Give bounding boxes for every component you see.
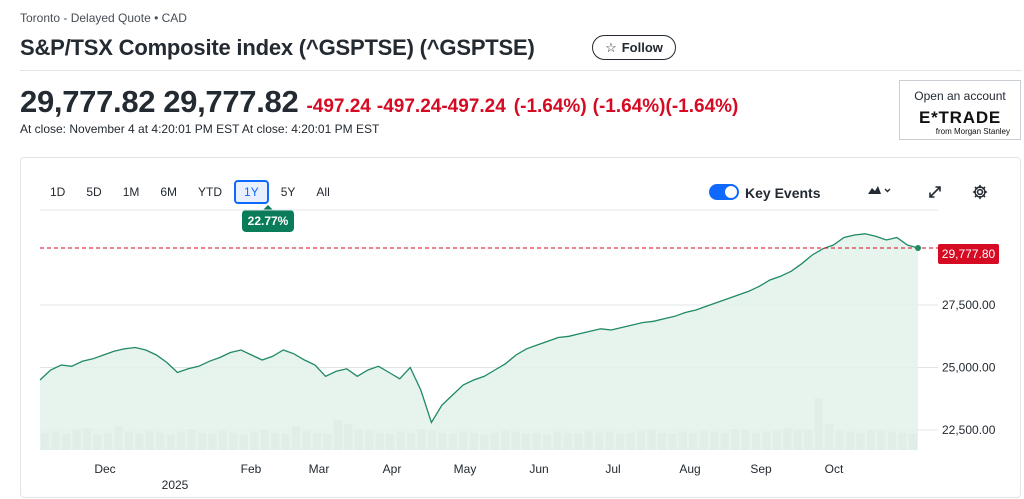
gear-icon[interactable]: [972, 184, 988, 200]
x-tick-label: Jun: [529, 462, 548, 476]
range-change-badge: 22.77%: [242, 205, 294, 232]
etrade-ad[interactable]: Open an account E*TRADE from Morgan Stan…: [899, 80, 1021, 140]
key-events-label: Key Events: [745, 185, 821, 201]
header-divider: [20, 70, 1022, 71]
range-5d[interactable]: 5D: [86, 185, 102, 199]
change-percent-repeat-2: (-1.64%): [665, 96, 739, 117]
ad-sub: from Morgan Stanley: [935, 127, 1010, 136]
key-events-toggle[interactable]: [709, 184, 739, 200]
page-title: S&P/TSX Composite index (^GSPTSE) (^GSPT…: [20, 35, 535, 60]
y-tick-label: 27,500.00: [942, 298, 996, 312]
change-value-repeat: -497.24: [376, 96, 442, 117]
range-all[interactable]: All: [316, 185, 330, 199]
chart-card: 1D 5D 1M 6M YTD 1Y 5Y All 22.77% Key Events 22,…: [20, 157, 1021, 498]
change-value: -497.24: [306, 96, 371, 117]
x-tick-label: Mar: [309, 462, 330, 476]
x-tick-label: Apr: [383, 462, 402, 476]
x-tick-label: Aug: [679, 462, 700, 476]
toggle-knob: [725, 186, 737, 198]
close-info: At close: November 4 at 4:20:01 PM EST A…: [20, 122, 380, 136]
x-tick-label: May: [454, 462, 477, 476]
range-5y[interactable]: 5Y: [280, 185, 296, 199]
star-icon: ☆: [605, 39, 617, 55]
range-1y[interactable]: 1Y: [234, 180, 269, 204]
range-selector: 1D 5D 1M 6M YTD 1Y 5Y All: [41, 180, 342, 204]
quote-row: 29,777.82 29,777.82 -497.24 -497.24 -497…: [20, 84, 738, 120]
mountain-chart-icon: [868, 186, 891, 194]
ad-cta: Open an account: [914, 89, 1006, 103]
price-chart[interactable]: 22,500.00 25,000.00 27,500.00 Dec Feb Mar Apr M…: [21, 158, 1022, 499]
current-price-tag: 29,777.80: [938, 244, 999, 264]
price: 29,777.82: [20, 84, 156, 119]
range-1m[interactable]: 1M: [122, 185, 140, 199]
follow-button[interactable]: ☆ Follow: [592, 35, 676, 60]
change-percent-repeat: (-1.64%): [592, 96, 666, 117]
range-1d[interactable]: 1D: [50, 185, 66, 199]
price-area: [40, 233, 918, 450]
change-percent: (-1.64%): [513, 96, 587, 117]
follow-label: Follow: [621, 40, 663, 55]
x-tick-label: Oct: [825, 462, 844, 476]
range-ytd[interactable]: YTD: [198, 185, 223, 199]
price-line: [39, 233, 919, 425]
etrade-logo: E*TRADE: [918, 108, 1002, 127]
x-tick-label: Dec: [94, 462, 115, 476]
expand-icon[interactable]: [927, 184, 943, 200]
exchange-line: Toronto - Delayed Quote • CAD: [20, 11, 187, 25]
x-tick-label: Feb: [241, 462, 262, 476]
price-repeat: 29,777.82: [163, 84, 299, 119]
y-tick-label: 22,500.00: [942, 423, 996, 437]
chart-type-dropdown[interactable]: [867, 184, 891, 199]
last-price-dot: [915, 245, 921, 251]
x-tick-label: Sep: [750, 462, 772, 476]
change-value-repeat-2: -497.24: [441, 96, 506, 117]
range-6m[interactable]: 6M: [160, 185, 178, 199]
x-year-label: 2025: [162, 478, 189, 492]
y-tick-label: 25,000.00: [942, 361, 996, 375]
x-tick-label: Jul: [605, 462, 620, 476]
